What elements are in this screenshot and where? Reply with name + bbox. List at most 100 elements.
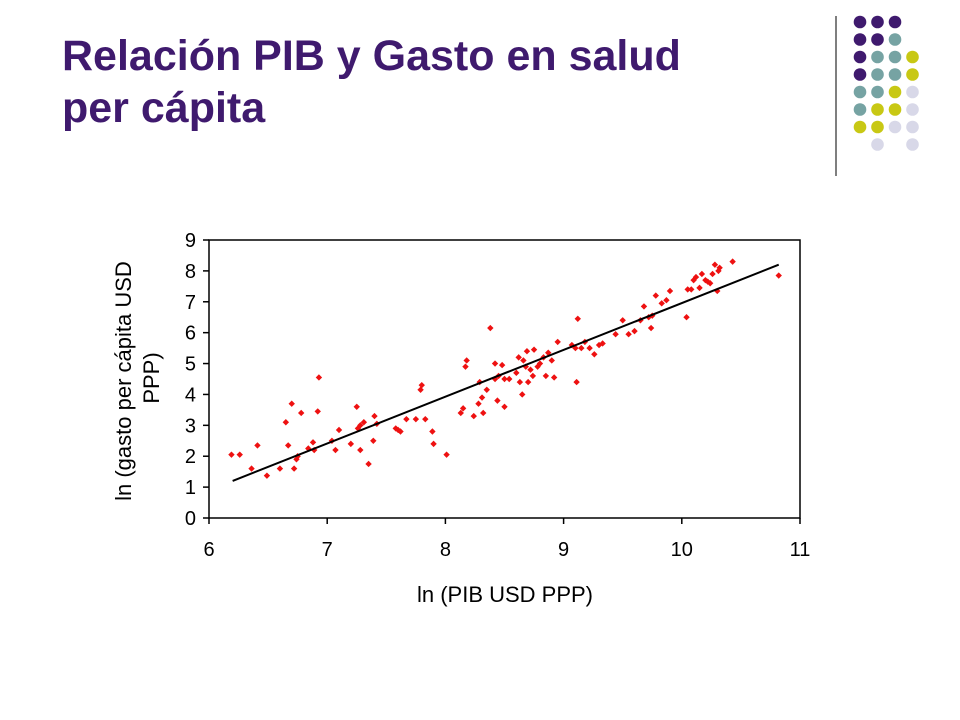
- y-tick-label: 9: [185, 230, 196, 252]
- x-tick-label: 11: [790, 539, 811, 561]
- data-point: [631, 327, 638, 335]
- data-points: [228, 258, 782, 479]
- data-point: [457, 409, 464, 417]
- data-point: [501, 375, 508, 383]
- data-point: [357, 422, 364, 429]
- y-tick-label: 8: [185, 261, 196, 283]
- data-point: [360, 419, 368, 426]
- data-point: [418, 381, 425, 389]
- decorative-dot: [888, 85, 902, 99]
- data-point: [475, 400, 482, 407]
- slide-title-line1: Relación PIB y Gasto en salud: [62, 32, 681, 80]
- data-point: [478, 394, 486, 401]
- decorative-dot: [871, 120, 884, 134]
- y-axis-label-line2: PPP): [139, 352, 164, 403]
- data-point: [658, 300, 665, 307]
- decorative-dot: [853, 68, 867, 81]
- data-point: [647, 324, 655, 332]
- decorative-dot: [906, 68, 919, 81]
- data-point: [716, 264, 723, 271]
- data-point: [309, 439, 317, 446]
- y-tick-label: 5: [185, 354, 196, 376]
- data-point: [515, 354, 522, 361]
- slide-title: Relación PIB y Gasto en salud per cápita: [62, 30, 802, 134]
- data-point: [527, 366, 534, 373]
- y-tick-label: 7: [185, 292, 196, 314]
- x-tick-label: 8: [440, 539, 451, 561]
- y-tick-label: 4: [185, 384, 196, 406]
- data-point: [595, 341, 603, 349]
- data-point: [397, 428, 404, 435]
- data-point: [487, 324, 494, 332]
- decorative-divider: [835, 16, 837, 176]
- trend-line: [232, 263, 780, 482]
- trend-line-group: [232, 263, 780, 482]
- data-point: [462, 363, 469, 370]
- decorative-dot: [853, 103, 867, 116]
- data-point: [696, 284, 703, 292]
- decorative-dot: [853, 85, 867, 99]
- x-tick-label: 6: [203, 539, 214, 561]
- decorative-dot: [888, 68, 902, 81]
- data-point: [702, 276, 709, 284]
- data-point: [688, 286, 695, 293]
- decorative-dot: [888, 15, 902, 29]
- y-tick-labels: 0 1 2 3 4 5 6 7 8 9: [185, 230, 196, 530]
- data-point: [463, 357, 470, 364]
- data-point: [297, 409, 305, 417]
- x-tick-label: 7: [322, 539, 333, 561]
- data-point: [335, 426, 343, 434]
- data-point: [228, 451, 235, 458]
- data-point: [480, 409, 487, 417]
- data-point: [698, 270, 706, 278]
- data-point: [357, 446, 364, 454]
- data-point: [430, 440, 437, 448]
- data-point: [652, 292, 659, 299]
- data-point: [483, 386, 490, 394]
- data-point: [506, 375, 513, 383]
- data-point: [625, 331, 632, 338]
- data-point: [663, 297, 670, 304]
- data-point: [640, 303, 648, 310]
- data-point: [666, 287, 674, 295]
- data-point: [709, 270, 716, 278]
- data-point: [443, 451, 450, 458]
- data-point: [254, 442, 261, 449]
- data-point: [284, 442, 292, 449]
- y-tick-label: 6: [185, 323, 196, 345]
- data-point: [513, 369, 520, 377]
- data-point: [542, 372, 550, 380]
- data-point: [586, 344, 593, 352]
- data-point: [692, 273, 700, 281]
- data-point: [534, 363, 541, 370]
- data-point: [470, 412, 477, 420]
- data-point: [314, 408, 321, 415]
- data-point: [315, 374, 323, 381]
- x-axis-label: ln (PIB USD PPP): [417, 582, 593, 607]
- data-point: [370, 437, 377, 444]
- data-point: [288, 400, 295, 407]
- data-point: [591, 351, 598, 358]
- data-point: [276, 465, 284, 472]
- x-tick-label: 10: [671, 539, 693, 561]
- data-point: [711, 261, 719, 268]
- decorative-dot-grid: [853, 15, 919, 151]
- plot-area-frame: [208, 239, 801, 519]
- data-point: [491, 360, 499, 367]
- data-point: [704, 278, 712, 285]
- y-tick-label: 0: [185, 508, 196, 530]
- decorative-dot: [906, 50, 919, 64]
- decorative-dot: [871, 50, 884, 64]
- data-point: [516, 378, 524, 386]
- data-point: [775, 272, 782, 279]
- data-point: [371, 412, 378, 420]
- decorative-dot: [906, 138, 919, 151]
- y-tick-label: 1: [185, 477, 196, 499]
- data-point: [429, 428, 436, 435]
- data-point: [248, 465, 255, 472]
- data-point: [612, 331, 619, 338]
- data-point: [365, 460, 372, 468]
- decorative-dot: [906, 120, 919, 134]
- decorative-dot: [871, 138, 884, 151]
